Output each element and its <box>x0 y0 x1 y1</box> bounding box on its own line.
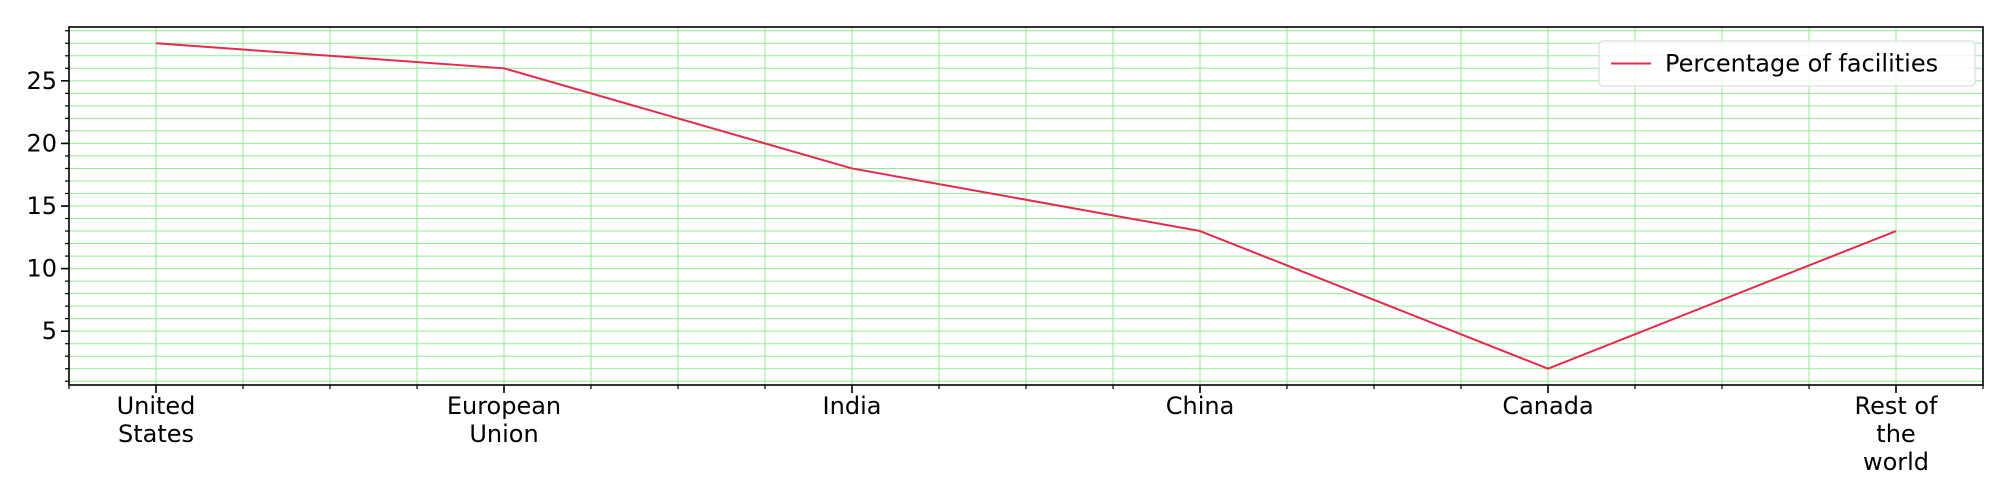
axes-layer: 5 10 15 20 25 United States European Union India C… <box>26 26 1984 476</box>
y-tick-label: 20 <box>26 129 57 157</box>
grid-layer <box>68 27 1984 385</box>
y-tick-label: 10 <box>26 255 57 283</box>
legend-label: Percentage of facilities <box>1665 50 1938 78</box>
x-tick-label: India <box>823 392 882 420</box>
legend: Percentage of facilities <box>1598 40 1976 87</box>
y-tick-label: 25 <box>26 67 57 95</box>
y-tick-label: 5 <box>42 317 57 345</box>
x-tick-label: Canada <box>1502 392 1593 420</box>
y-tick-label: 15 <box>26 192 57 220</box>
x-tick-label: Rest of the world <box>1854 392 1938 476</box>
x-tick-label: European Union <box>447 392 561 448</box>
series-layer <box>155 42 1897 370</box>
legend-box <box>1598 40 1976 87</box>
series-line <box>155 42 1897 370</box>
x-tick-label: United States <box>117 392 196 448</box>
x-tick-label: China <box>1166 392 1235 420</box>
